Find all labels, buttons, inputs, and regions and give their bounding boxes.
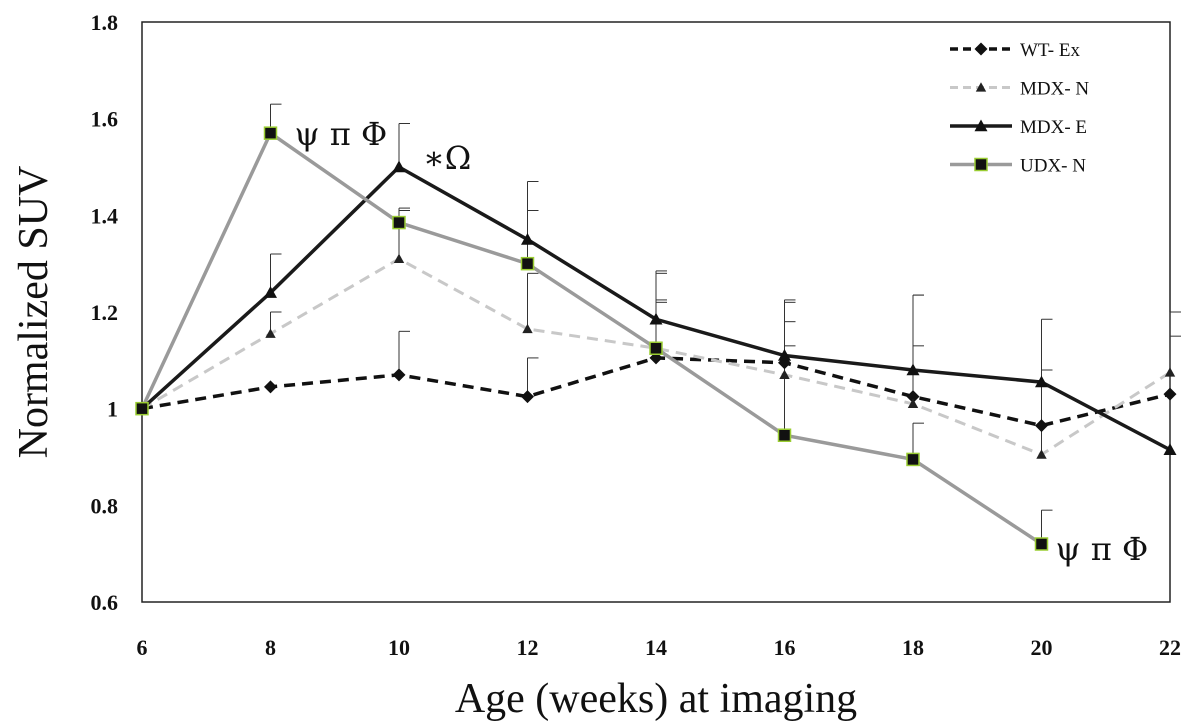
marker-triangle xyxy=(1035,375,1048,388)
marker-triangle xyxy=(392,160,406,173)
marker-triangle xyxy=(974,119,988,132)
marker-triangle xyxy=(1164,367,1176,377)
legend-label: WT- Ex xyxy=(1020,40,1080,61)
x-axis-ticks: 6 8 10 12 14 16 18 20 22 xyxy=(137,635,1182,660)
y-tick-label: 1.6 xyxy=(91,107,119,132)
marker-triangle xyxy=(265,328,276,338)
x-axis-title: Age (weeks) at imaging xyxy=(455,676,857,722)
marker-triangle xyxy=(1036,449,1047,459)
y-axis-ticks: 0.6 0.8 1 1.2 1.4 1.6 1.8 xyxy=(91,10,119,615)
marker-diamond xyxy=(1163,387,1177,401)
marker-triangle xyxy=(975,82,987,92)
x-tick-label: 20 xyxy=(1031,635,1053,660)
marker-diamond xyxy=(1035,419,1048,433)
marker-triangle xyxy=(1163,443,1177,455)
marker-diamond xyxy=(264,380,277,394)
x-tick-label: 10 xyxy=(388,635,410,660)
error-bars xyxy=(270,103,1181,544)
marker-diamond xyxy=(392,368,406,382)
y-tick-label: 0.8 xyxy=(91,493,119,518)
annotation-label: ψ π Φ xyxy=(1056,530,1149,568)
x-tick-label: 6 xyxy=(137,635,148,660)
marker-diamond xyxy=(521,390,534,404)
marker-square xyxy=(777,428,792,442)
marker-square xyxy=(906,452,920,467)
annotations: ψ π Φ ∗Ω ψ π Φ xyxy=(295,115,1149,568)
marker-triangle xyxy=(906,363,920,376)
y-tick-label: 1.2 xyxy=(91,300,119,325)
series-line xyxy=(140,130,1043,546)
legend: WT- Ex MDX- N MDX- E UDX- N xyxy=(950,40,1089,177)
marker-square xyxy=(649,341,663,355)
marker-square xyxy=(263,126,278,140)
marker-triangle xyxy=(907,398,919,408)
legend-label: MDX- E xyxy=(1020,117,1087,138)
series-line xyxy=(141,257,1171,457)
x-tick-label: 12 xyxy=(517,635,539,660)
marker-square xyxy=(1034,537,1049,551)
x-tick-label: 22 xyxy=(1159,635,1181,660)
x-tick-label: 16 xyxy=(774,635,796,660)
y-axis-title: Normalized SUV xyxy=(11,166,57,459)
marker-triangle xyxy=(393,253,405,263)
marker-square xyxy=(520,256,535,271)
series-markers xyxy=(135,126,1177,551)
y-tick-label: 1.8 xyxy=(91,10,119,35)
marker-diamond xyxy=(906,390,920,404)
marker-square xyxy=(135,401,149,416)
x-tick-label: 18 xyxy=(902,635,924,660)
legend-label: MDX- N xyxy=(1020,79,1089,100)
marker-triangle xyxy=(521,233,534,245)
marker-square xyxy=(974,157,988,172)
marker-triangle xyxy=(649,312,663,325)
marker-square xyxy=(392,215,406,230)
y-tick-label: 0.6 xyxy=(91,590,119,615)
x-tick-label: 8 xyxy=(265,635,276,660)
legend-label: UDX- N xyxy=(1020,156,1086,177)
marker-triangle xyxy=(264,286,277,298)
y-tick-label: 1 xyxy=(107,397,118,422)
annotation-label: ψ π Φ xyxy=(295,115,388,153)
annotation-label: ∗Ω xyxy=(423,139,471,177)
y-tick-label: 1.4 xyxy=(91,203,119,228)
x-tick-label: 14 xyxy=(645,635,667,660)
marker-triangle xyxy=(779,369,790,379)
marker-triangle xyxy=(522,323,533,334)
marker-triangle xyxy=(778,349,791,361)
marker-diamond xyxy=(974,42,988,56)
